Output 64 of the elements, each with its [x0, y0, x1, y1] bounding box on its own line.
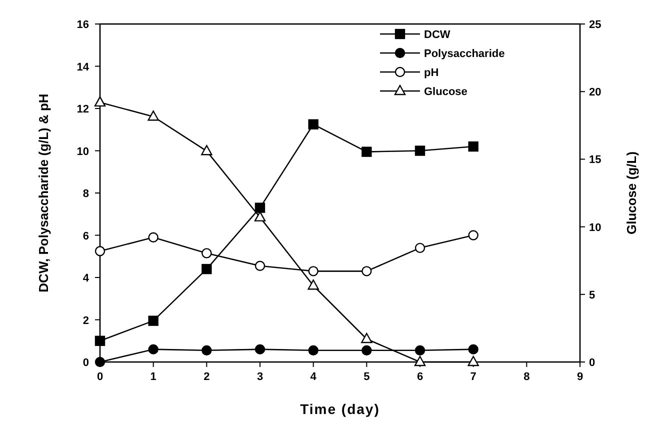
x-tick-label: 8 [524, 371, 530, 383]
x-tick-label: 4 [310, 371, 318, 383]
x-tick-label: 3 [256, 371, 264, 383]
y2-axis-title: Glucose (g/L) [624, 151, 639, 235]
point [202, 248, 212, 258]
x-tick-label: 0 [96, 371, 104, 383]
point [414, 146, 426, 156]
point [308, 280, 319, 290]
point [94, 96, 106, 107]
point [148, 316, 158, 326]
point [94, 356, 106, 368]
y-tick-label: 2 [82, 314, 89, 327]
legend-label: pH [424, 67, 439, 79]
point [148, 344, 158, 354]
point [254, 202, 266, 213]
point [308, 266, 318, 276]
y2-tick-label: 15 [589, 154, 602, 166]
x-tick-label: 2 [204, 371, 210, 383]
legend-label: DCW [424, 29, 451, 41]
point [148, 232, 158, 242]
point [254, 211, 266, 222]
y2-tick-label: 10 [589, 222, 602, 234]
y2-tick-label: 5 [589, 289, 596, 302]
y-tick-label: 8 [82, 188, 89, 200]
point [468, 356, 479, 366]
point [468, 141, 478, 152]
y-tick-label: 4 [82, 272, 90, 284]
y-tick-label: 0 [82, 357, 89, 369]
x-tick-label: 5 [364, 371, 370, 383]
y-tick-label: 6 [82, 230, 89, 242]
point [308, 119, 318, 130]
point [202, 345, 212, 356]
point [94, 336, 106, 346]
point [468, 344, 478, 354]
point [201, 144, 212, 156]
point [148, 110, 159, 121]
x-tick-label: 7 [470, 371, 476, 383]
point [361, 332, 372, 344]
point [362, 146, 372, 157]
x-tick-label: 1 [150, 371, 156, 383]
point [362, 345, 372, 356]
y-tick-label: 10 [76, 146, 89, 158]
point [414, 242, 426, 254]
x-tick-label: 6 [416, 371, 424, 383]
point [414, 356, 426, 366]
y-tick-label: 12 [76, 104, 89, 116]
point [202, 264, 212, 274]
point [414, 345, 426, 356]
y2-tick-label: 20 [589, 86, 602, 99]
x-axis-title: Time (day) [300, 401, 380, 417]
point [468, 230, 478, 240]
legend-label: Polysaccharide [424, 48, 505, 60]
x-tick-label: 9 [576, 371, 584, 383]
point [308, 345, 318, 356]
y-axis-title: DCW, Polysaccharide (g/L) & pH [36, 94, 51, 292]
legend-label: Glucose [424, 86, 468, 98]
y2-tick-label: 0 [589, 357, 596, 369]
y-tick-label: 16 [76, 19, 89, 31]
point [94, 246, 106, 256]
y2-tick-label: 25 [589, 19, 602, 31]
y-tick-label: 14 [76, 61, 90, 74]
point [254, 344, 266, 354]
point [254, 260, 266, 271]
point [362, 266, 372, 276]
